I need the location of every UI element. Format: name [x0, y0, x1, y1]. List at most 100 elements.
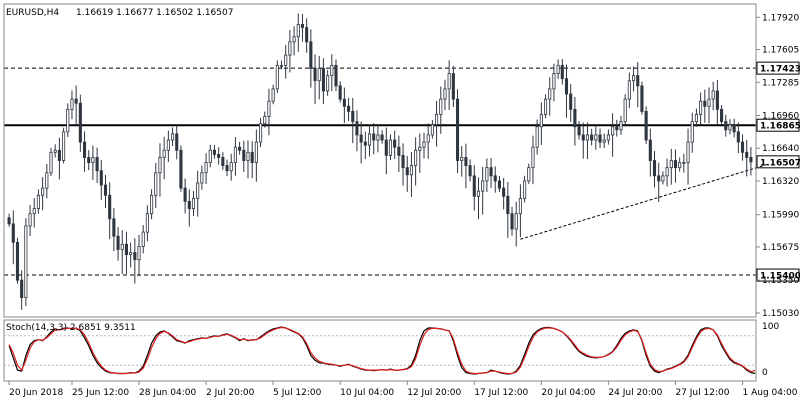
candle-bear: [321, 68, 325, 92]
candle-bear: [581, 134, 585, 141]
candle-bull: [271, 88, 275, 102]
candle-bear: [372, 133, 376, 141]
candle-bear: [242, 149, 246, 161]
candle-bear: [217, 153, 221, 158]
candle-bear: [489, 167, 493, 177]
candle-bull: [196, 182, 200, 199]
candle-bear: [405, 167, 409, 176]
candle-bull: [141, 231, 145, 247]
x-tick-label: 17 Jul 12:00: [474, 388, 528, 398]
candle-bull: [317, 68, 321, 82]
candle-bear: [493, 175, 497, 182]
candle-bull: [24, 225, 28, 298]
candle-bear: [300, 24, 305, 28]
candle-bull: [170, 133, 175, 141]
candle-bull: [556, 64, 560, 74]
candle-bear: [384, 139, 388, 156]
trendline[interactable]: [520, 163, 768, 240]
candle-bull: [523, 180, 527, 199]
candle-bull: [409, 165, 413, 176]
candle-bull: [376, 134, 380, 141]
candle-bull: [439, 98, 443, 115]
candle-bull: [548, 88, 552, 100]
candle-bull: [690, 121, 694, 143]
candle-bear: [175, 133, 179, 151]
candle-bull: [539, 114, 543, 128]
y-tick-label: 1.17605: [762, 46, 799, 56]
x-tick-label: 25 Jun 12:00: [72, 388, 129, 398]
candle-bear: [720, 108, 724, 123]
candle-bull: [275, 64, 279, 90]
candle-bull: [70, 98, 74, 110]
candle-bear: [590, 134, 594, 141]
candle-bear: [393, 139, 397, 148]
candle-bear: [615, 126, 619, 131]
stoch-scale-top: 100: [762, 322, 779, 332]
candle-bull: [284, 54, 288, 66]
candle-bull: [208, 149, 212, 163]
candle-bull: [627, 80, 631, 100]
candle-bull: [166, 139, 170, 151]
candlesticks: [7, 13, 753, 310]
candle-bear: [380, 134, 384, 141]
symbol-label: EURUSD,H4: [6, 8, 59, 18]
y-tick-label: 1.16640: [762, 144, 799, 154]
candle-bear: [15, 241, 20, 281]
x-tick-label: 10 Jul 04:00: [340, 388, 394, 398]
candle-bear: [468, 165, 472, 177]
candle-bull: [296, 24, 300, 38]
candle-bear: [238, 146, 242, 151]
candle-bear: [359, 134, 363, 143]
candle-bull: [154, 172, 158, 196]
candle-bear: [347, 105, 351, 112]
candle-bull: [632, 75, 636, 82]
candle-bull: [711, 90, 715, 100]
stoch-label: Stoch(14,3,3) 2.6851 9.3511: [6, 323, 136, 333]
axes: 1.17920 1.17605 1.17285 1.16960 1.16640 1.163…: [3, 3, 799, 398]
candle-bear: [732, 124, 736, 133]
candle-bear: [703, 100, 707, 107]
candle-bear: [715, 90, 719, 110]
y-tick-label: 1.17920: [762, 13, 799, 23]
candle-bull: [460, 157, 464, 161]
candle-bull: [66, 108, 70, 133]
candle-bull: [481, 180, 485, 192]
candle-bear: [740, 141, 745, 153]
candle-bull: [388, 139, 393, 156]
candle-bear: [502, 187, 506, 197]
candle-bull: [45, 172, 49, 189]
candle-bull: [246, 151, 250, 161]
candle-bear: [250, 151, 254, 163]
candle-bear: [652, 160, 657, 177]
candle-bear: [342, 98, 346, 107]
candle-bear: [736, 131, 740, 143]
candle-bull: [694, 114, 698, 123]
x-tick-label: 28 Jun 04:00: [139, 388, 196, 398]
x-tick-label: 5 Jul 12:00: [273, 388, 322, 398]
candle-bull: [49, 151, 53, 174]
candle-bull: [430, 124, 434, 136]
candle-bear: [564, 78, 569, 95]
candle-bull: [678, 162, 682, 169]
candle-bull: [594, 134, 598, 141]
candle-bear: [309, 41, 313, 69]
candle-bull: [200, 172, 204, 184]
candle-bear: [401, 154, 405, 169]
candle-bull: [41, 187, 45, 196]
candle-bull: [443, 88, 447, 100]
candle-bull: [447, 73, 451, 90]
candle-bull: [254, 141, 258, 163]
candle-bull: [699, 100, 703, 115]
horizontal-levels[interactable]: 1.17423 1.16865 1.16507 1.15400: [4, 61, 800, 282]
candle-bear: [74, 98, 78, 104]
rising-trendline: [520, 163, 768, 240]
candle-bull: [28, 213, 32, 227]
y-tick-label: 1.17285: [762, 78, 799, 88]
y-tick-label: 1.15030: [762, 309, 799, 319]
candle-bear: [82, 141, 87, 158]
candle-bull: [619, 121, 623, 131]
candle-bull: [158, 157, 162, 174]
y-tick-label: 1.16320: [762, 177, 799, 187]
candle-bear: [112, 218, 116, 237]
